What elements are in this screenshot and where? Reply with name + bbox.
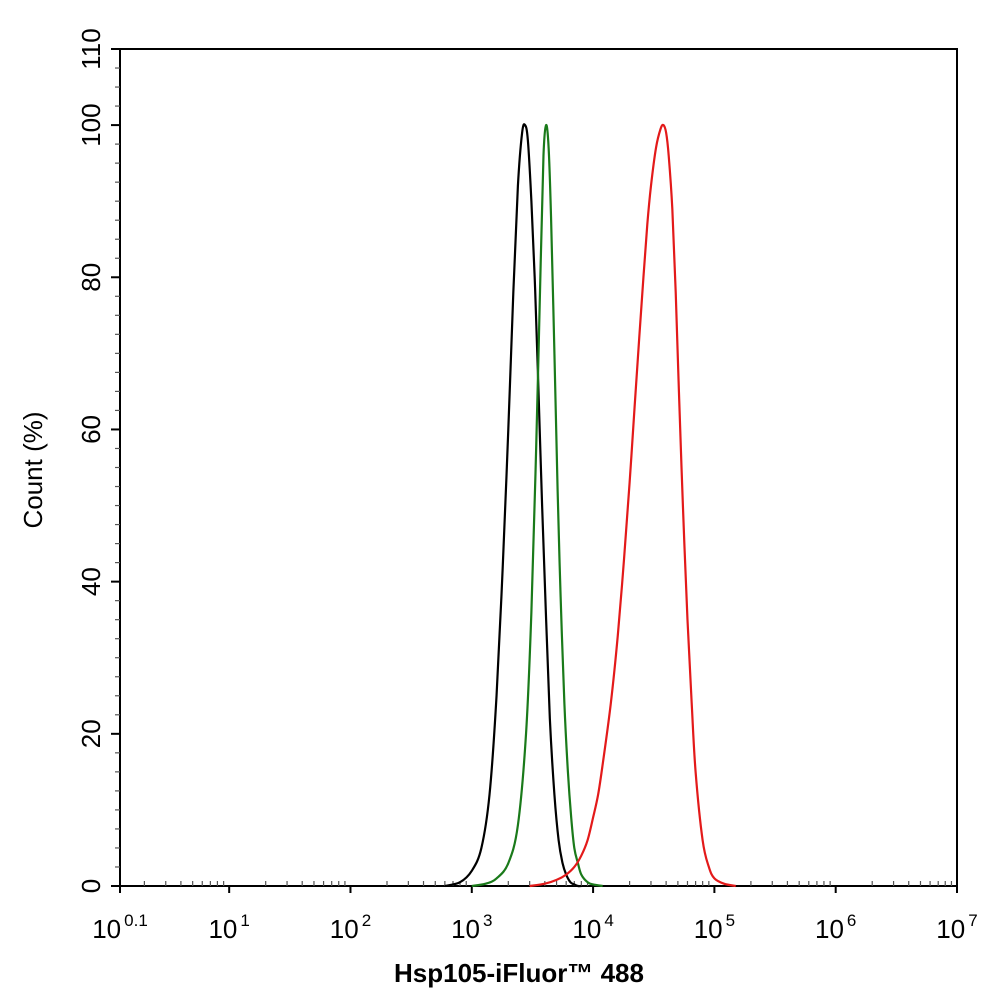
x-major-ticks: 10 0.1 10 1 10 2 10 3 10 4 10 5 10 6 10 7 [92,886,978,944]
series-line-2 [471,123,603,888]
y-tick-label: 0 [76,879,106,893]
x-tick-label: 10 5 [694,911,735,944]
x-tick-label: 10 3 [451,911,492,944]
y-major-ticks: 0 20 40 60 80 100 110 [76,28,120,893]
x-tick-label: 10 2 [330,911,371,944]
x-tick-label: 10 6 [815,911,856,944]
plot-frame [119,48,958,887]
series-line-3 [529,123,736,888]
y-axis-label: Count (%) [18,411,48,528]
series-line-1 [444,123,582,888]
x-tick-label: 10 0.1 [92,911,148,944]
y-tick-label: 20 [76,719,106,748]
y-tick-label: 60 [76,415,106,444]
x-tick-label: 10 1 [208,911,249,944]
x-axis-label: Hsp105-iFluor™ 488 [394,958,644,988]
y-tick-label: 100 [76,103,106,146]
y-tick-label: 110 [76,28,106,69]
y-tick-label: 80 [76,263,106,292]
x-tick-label: 10 7 [936,911,977,944]
x-tick-label: 10 4 [572,911,613,944]
y-minor-ticks [115,67,120,868]
y-tick-label: 40 [76,567,106,596]
histogram-series [444,123,736,888]
